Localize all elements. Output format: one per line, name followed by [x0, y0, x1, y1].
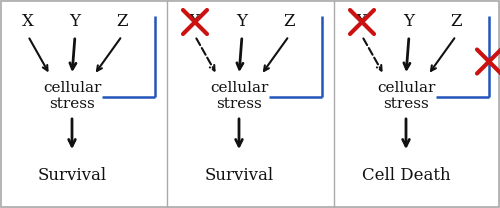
Text: Survival: Survival	[204, 167, 274, 184]
Text: Cell Death: Cell Death	[362, 167, 450, 184]
Text: cellular: cellular	[377, 81, 435, 95]
Text: cellular: cellular	[210, 81, 268, 95]
Text: Z: Z	[116, 14, 128, 31]
Text: stress: stress	[216, 97, 262, 111]
Text: Y: Y	[236, 14, 248, 31]
Text: stress: stress	[383, 97, 429, 111]
Text: cellular: cellular	[43, 81, 101, 95]
Text: Z: Z	[283, 14, 295, 31]
Text: Z: Z	[450, 14, 462, 31]
Text: X: X	[356, 14, 368, 31]
Text: stress: stress	[49, 97, 95, 111]
Text: Y: Y	[404, 14, 414, 31]
Text: Y: Y	[70, 14, 80, 31]
Text: X: X	[22, 14, 34, 31]
Text: Survival: Survival	[38, 167, 106, 184]
Text: X: X	[189, 14, 201, 31]
